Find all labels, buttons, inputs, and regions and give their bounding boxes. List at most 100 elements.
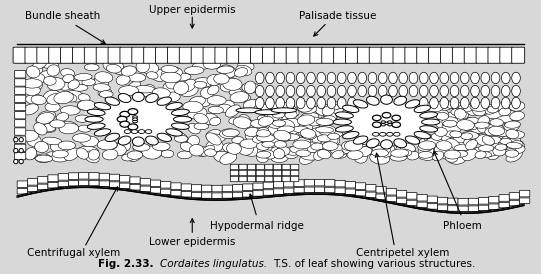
Ellipse shape [328,133,340,139]
FancyBboxPatch shape [203,47,216,63]
Ellipse shape [142,146,162,159]
Ellipse shape [84,64,99,71]
Ellipse shape [301,152,321,160]
Ellipse shape [381,124,385,126]
FancyBboxPatch shape [239,164,247,170]
Ellipse shape [223,78,242,90]
Ellipse shape [335,126,353,132]
Ellipse shape [157,97,171,105]
Ellipse shape [481,97,490,109]
Ellipse shape [87,109,105,116]
Ellipse shape [188,123,200,134]
Ellipse shape [341,141,357,150]
FancyBboxPatch shape [212,185,222,192]
Ellipse shape [250,119,269,128]
FancyBboxPatch shape [243,184,253,190]
Ellipse shape [35,155,52,162]
Ellipse shape [486,136,501,144]
Ellipse shape [470,124,488,133]
FancyBboxPatch shape [458,206,469,212]
Ellipse shape [486,124,504,133]
Ellipse shape [208,85,219,95]
FancyBboxPatch shape [322,47,335,63]
FancyBboxPatch shape [509,200,519,206]
FancyBboxPatch shape [273,181,283,188]
FancyBboxPatch shape [243,192,253,197]
Ellipse shape [271,108,297,113]
Ellipse shape [84,151,99,163]
Ellipse shape [489,126,505,135]
Ellipse shape [268,121,288,129]
Ellipse shape [39,125,56,133]
Ellipse shape [133,137,144,146]
Ellipse shape [78,94,90,102]
FancyBboxPatch shape [140,178,150,185]
Ellipse shape [307,72,315,84]
Ellipse shape [200,145,215,156]
FancyBboxPatch shape [346,47,359,63]
Ellipse shape [256,142,269,150]
Ellipse shape [425,138,443,145]
Ellipse shape [276,72,285,84]
Ellipse shape [467,133,481,145]
FancyBboxPatch shape [109,182,120,187]
FancyBboxPatch shape [161,189,171,195]
Ellipse shape [199,98,211,107]
Ellipse shape [42,137,62,145]
Ellipse shape [71,84,88,91]
Ellipse shape [491,72,500,84]
Ellipse shape [335,112,353,118]
Ellipse shape [87,123,105,129]
FancyBboxPatch shape [407,193,417,199]
Ellipse shape [464,139,476,149]
Ellipse shape [129,151,142,162]
Ellipse shape [207,134,225,142]
Ellipse shape [418,152,433,158]
Ellipse shape [120,121,130,127]
FancyBboxPatch shape [265,176,273,182]
Ellipse shape [440,97,448,109]
Ellipse shape [493,146,506,156]
FancyBboxPatch shape [227,47,240,63]
Ellipse shape [25,147,37,160]
Text: Lower epidermis: Lower epidermis [149,237,235,247]
FancyBboxPatch shape [171,183,181,189]
Ellipse shape [307,117,322,126]
Ellipse shape [31,95,46,105]
Ellipse shape [443,112,457,121]
Ellipse shape [505,149,517,155]
Ellipse shape [117,116,127,122]
FancyBboxPatch shape [239,176,247,182]
Ellipse shape [419,97,428,109]
FancyBboxPatch shape [171,190,181,196]
Ellipse shape [128,124,138,130]
Text: Phloem: Phloem [443,221,481,231]
Ellipse shape [279,133,292,141]
Ellipse shape [334,151,347,158]
Ellipse shape [307,97,315,109]
Ellipse shape [456,110,469,122]
Ellipse shape [425,135,437,144]
Ellipse shape [311,128,327,137]
Ellipse shape [107,64,121,73]
Ellipse shape [27,66,40,78]
FancyBboxPatch shape [150,180,161,187]
Ellipse shape [478,145,494,152]
Ellipse shape [496,124,513,137]
Ellipse shape [324,110,337,121]
Ellipse shape [316,118,333,125]
Ellipse shape [31,73,45,85]
Ellipse shape [278,106,294,113]
Ellipse shape [285,147,301,155]
Ellipse shape [204,149,216,156]
Ellipse shape [505,150,519,157]
Ellipse shape [23,104,38,115]
FancyBboxPatch shape [366,192,376,198]
Ellipse shape [220,81,239,92]
Ellipse shape [270,109,291,120]
FancyBboxPatch shape [48,175,58,181]
Ellipse shape [466,124,478,130]
FancyBboxPatch shape [274,47,287,63]
Ellipse shape [380,95,392,104]
Ellipse shape [436,118,456,130]
